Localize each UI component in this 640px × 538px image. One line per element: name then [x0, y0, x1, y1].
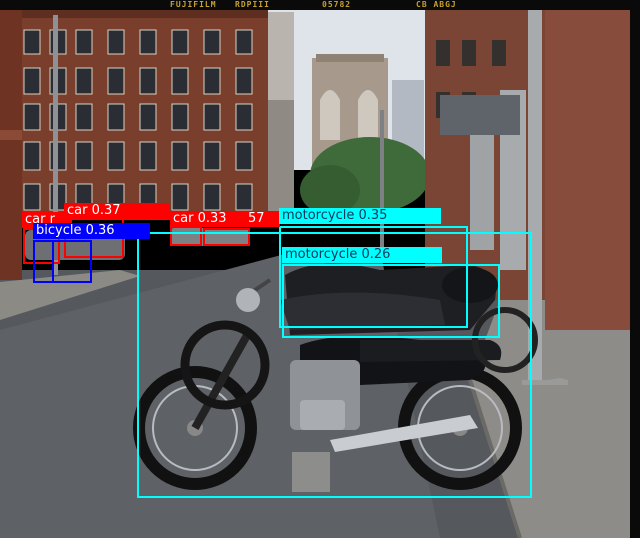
film-stock: RDPIII [235, 0, 270, 9]
corner-building-trim [0, 130, 22, 140]
motorcycle-label: motorcycle 0.35 [279, 208, 441, 224]
utility-pole-left [53, 15, 58, 275]
film-brand: FUJIFILM [170, 0, 217, 9]
main-motorcycle [133, 278, 522, 490]
motorcycle-box [137, 232, 532, 498]
car-label: car 0.37 [64, 203, 170, 219]
film-border-top [0, 0, 640, 10]
right-motorcycle-wheel [472, 307, 538, 373]
rollup-door-1 [470, 125, 494, 250]
exhaust [330, 415, 478, 452]
tower-shadow [268, 100, 294, 212]
motorcycle-box [282, 264, 500, 338]
car-label: car 0.33 [170, 211, 248, 227]
cinder-block [292, 452, 330, 492]
car-box [170, 226, 202, 246]
film-frame-number: 05782 [322, 0, 352, 9]
curb [468, 379, 522, 538]
car-box [203, 228, 250, 246]
second-motorcycle-wheel [180, 320, 270, 410]
car-label: 57 [245, 211, 280, 227]
motorcycle-box [279, 226, 468, 328]
right-sidewalk [470, 300, 640, 538]
bicycle-label: bicycle 0.36 [33, 223, 150, 239]
bicycle-box [52, 240, 92, 283]
motorcycle-label: motorcycle 0.26 [282, 247, 442, 263]
pole-base [522, 378, 568, 385]
lamp-post [380, 110, 384, 260]
left-building-cornice [18, 10, 268, 18]
film-border-right [630, 0, 640, 538]
awning [440, 95, 520, 135]
film-code: CB ABGJ [416, 0, 457, 9]
right-building-far [545, 0, 640, 330]
